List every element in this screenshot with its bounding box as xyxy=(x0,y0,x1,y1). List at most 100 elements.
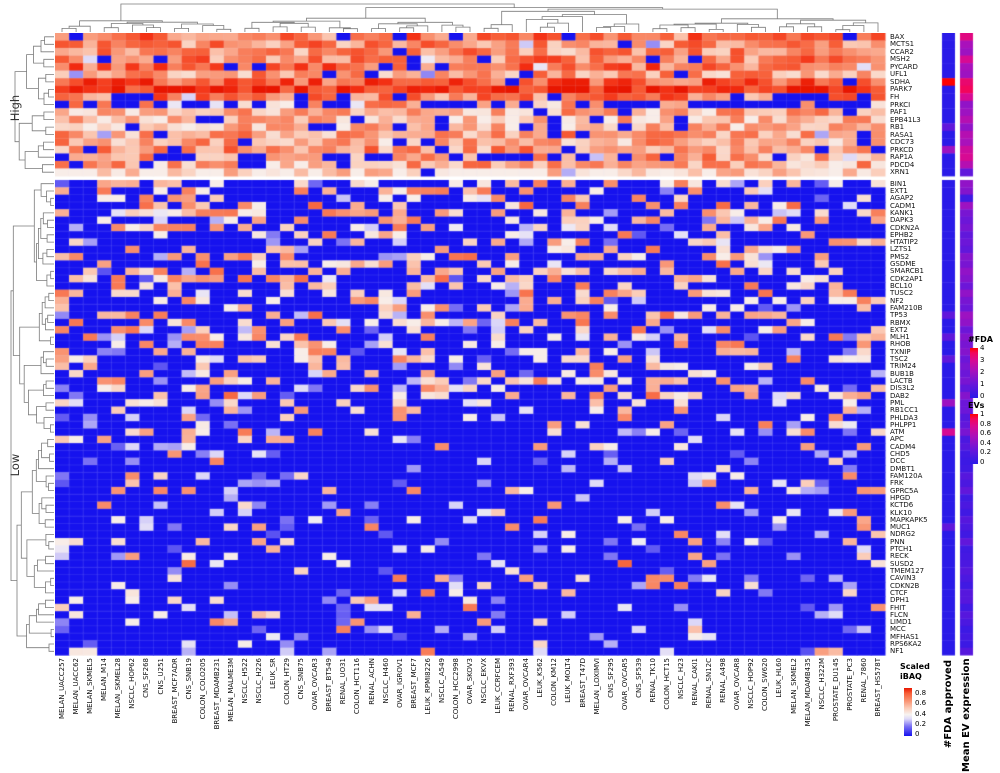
column-label-cell-line: NSCLC_H23 xyxy=(677,658,686,700)
column-label-cell-line: RENAL_RXF393 xyxy=(508,658,517,712)
row-label-gene: MFHAS1 xyxy=(890,632,920,641)
column-label-cell-line: COLON_COLO205 xyxy=(198,658,207,720)
row-label-gene: AGAP2 xyxy=(890,194,914,203)
row-label-gene: FH xyxy=(890,92,900,101)
column-label-cell-line: BREAST_MCF7ADR xyxy=(170,658,179,724)
column-label-cell-line: LEUK_SR xyxy=(269,658,278,689)
legend-evs-gradient-bar xyxy=(970,414,978,464)
legend-tick-label: 1 xyxy=(980,380,985,388)
row-label-gene: KCTD6 xyxy=(890,501,914,510)
row-label-gene: RECK xyxy=(890,552,909,561)
column-label-cell-line: NSCLC_EKVX xyxy=(480,658,489,704)
row-label-gene: PDCD4 xyxy=(890,160,915,169)
legend-tick-label: 0 xyxy=(980,392,985,400)
row-label-gene: KANK1 xyxy=(890,208,914,217)
column-label-cell-line: RENAL_CAKI1 xyxy=(691,658,700,706)
row-label-gene: MCC xyxy=(890,625,906,634)
row-label-gene: CTCF xyxy=(890,588,908,597)
row-label-gene: CDKN2A xyxy=(890,223,920,232)
row-label-gene: RHOB xyxy=(890,340,911,349)
legend-tick-label: 0.8 xyxy=(980,419,992,428)
row-label-gene: PMS2 xyxy=(890,252,910,261)
row-label-gene: DMBT1 xyxy=(890,464,915,473)
row-label-gene: FAM120A xyxy=(890,471,923,480)
row-label-gene: MAPKAPK5 xyxy=(890,515,928,524)
row-label-gene: FLCN xyxy=(890,610,909,619)
column-label-cell-line: MELAN_LOXIMVI xyxy=(592,658,601,715)
row-label-gene: NF1 xyxy=(890,647,904,656)
column-label-cell-line: CNS_SNB19 xyxy=(184,658,193,700)
legend-tick-label: 0.4 xyxy=(915,709,927,718)
column-label-cell-line: RENAL_UO31 xyxy=(339,658,348,705)
row-label-gene: MUC1 xyxy=(890,523,911,532)
column-label-cell-line: MELAN_UACC257 xyxy=(58,658,67,719)
column-dendrogram xyxy=(55,1,885,33)
row-label-gene: FAM210B xyxy=(890,303,923,312)
row-label-gene: RBMX xyxy=(890,318,911,327)
column-label-cell-line: OVAR_OVCAR4 xyxy=(522,658,531,711)
column-label-cell-line: LEUK_MOLT4 xyxy=(564,658,573,703)
column-label-cell-line: MELAN_SKMEL28 xyxy=(114,658,123,719)
column-label-cell-line: BREAST_HS578T xyxy=(873,658,882,717)
row-label-gene: HPGD xyxy=(890,493,911,502)
column-label-cell-line: CNS_SF295 xyxy=(606,658,615,698)
column-label-cell-line: CNS_SF539 xyxy=(634,658,643,698)
column-label-cell-line: RENAL_TK10 xyxy=(648,658,657,703)
row-label-gene: XRN1 xyxy=(890,168,910,177)
legend-tick-label: 1 xyxy=(980,410,985,418)
row-group-label-low: Low xyxy=(8,453,22,477)
column-label-cell-line: OVAR_OVCAR3 xyxy=(311,658,320,711)
column-label-cell-line: RENAL_SN12C xyxy=(705,658,714,709)
column-label-cell-line: MELAN_SKMEL2 xyxy=(789,658,798,714)
row-label-gene: CADM1 xyxy=(890,201,916,210)
row-label-gene: PYCARD xyxy=(890,62,918,71)
column-label-cell-line: BREAST_BT549 xyxy=(325,658,334,712)
legend-scaled-ibaq: Scaled iBAQ 0.8 0.6 0.4 0.2 0 xyxy=(900,662,944,754)
column-label-cell-line: OVAR_IGROV1 xyxy=(395,658,404,708)
row-label-gene: CDK2AP1 xyxy=(890,274,923,283)
row-dendrogram xyxy=(5,33,54,656)
row-label-gene: DPH1 xyxy=(890,596,910,605)
row-label-gene: PML xyxy=(890,398,905,407)
annotation-label-mean-ev-expression: Mean EV expression xyxy=(961,658,972,772)
row-label-gene: TUSC2 xyxy=(890,289,914,298)
row-label-gene: EPB41L3 xyxy=(890,115,921,124)
row-label-gene: CAVIN3 xyxy=(890,574,916,583)
row-label-gene: SDHA xyxy=(890,77,910,86)
legend-tick-label: 4 xyxy=(980,344,985,352)
row-label-gene: GSDME xyxy=(890,260,916,269)
legend-tick-label: 0.8 xyxy=(915,689,927,698)
row-label-gene: CHD5 xyxy=(890,450,910,459)
column-label-cell-line: NSCLC_H460 xyxy=(381,658,390,704)
row-label-gene: MSH2 xyxy=(890,55,911,64)
column-label-cell-line: LEUK_RPMI8226 xyxy=(423,658,432,715)
row-label-gene: NF2 xyxy=(890,296,904,305)
legend-tick-label: 0 xyxy=(915,730,920,738)
row-label-gene: ATM xyxy=(890,428,905,437)
column-label-cell-line: COLON_HCT15 xyxy=(662,658,671,710)
column-label-cell-line: NSCLC_H226 xyxy=(254,658,263,704)
row-label-gene: MLH1 xyxy=(890,333,910,342)
column-label-cell-line: BREAST_MCF7 xyxy=(409,658,418,709)
legend-ibaq-title-line1: Scaled xyxy=(900,662,930,671)
row-label-gene: FHIT xyxy=(890,603,906,612)
row-label-gene: BUB1B xyxy=(890,369,914,378)
column-label-cell-line: COLON_HT29 xyxy=(283,658,292,705)
row-label-gene: TSC2 xyxy=(890,355,909,364)
row-label-gene: RAP1A xyxy=(890,153,913,162)
row-label-gene: EXT2 xyxy=(890,325,908,334)
legend-tick-label: 0.2 xyxy=(980,448,992,457)
row-label-gene: PARK7 xyxy=(890,85,913,94)
column-label-cell-line: PROSTATE_DU145 xyxy=(831,658,840,722)
row-label-gene: HTATIP2 xyxy=(890,238,919,247)
legend-tick-label: 0.6 xyxy=(915,699,927,708)
row-label-gene: DCC xyxy=(890,457,906,466)
row-label-gene: LIMD1 xyxy=(890,618,912,627)
row-label-gene: CCAR2 xyxy=(890,47,914,56)
column-label-cell-line: RENAL_A498 xyxy=(719,658,728,703)
column-label-cell-line: COLON_SW620 xyxy=(761,658,770,712)
column-label-cell-line: BREAST_T47D xyxy=(578,658,587,708)
column-label-cell-line: MELAN_MALME3M xyxy=(226,658,235,722)
column-label-cell-line: OVAR_OVCAR8 xyxy=(733,658,742,711)
column-label-cell-line: OVAR_SKOV3 xyxy=(466,658,474,705)
